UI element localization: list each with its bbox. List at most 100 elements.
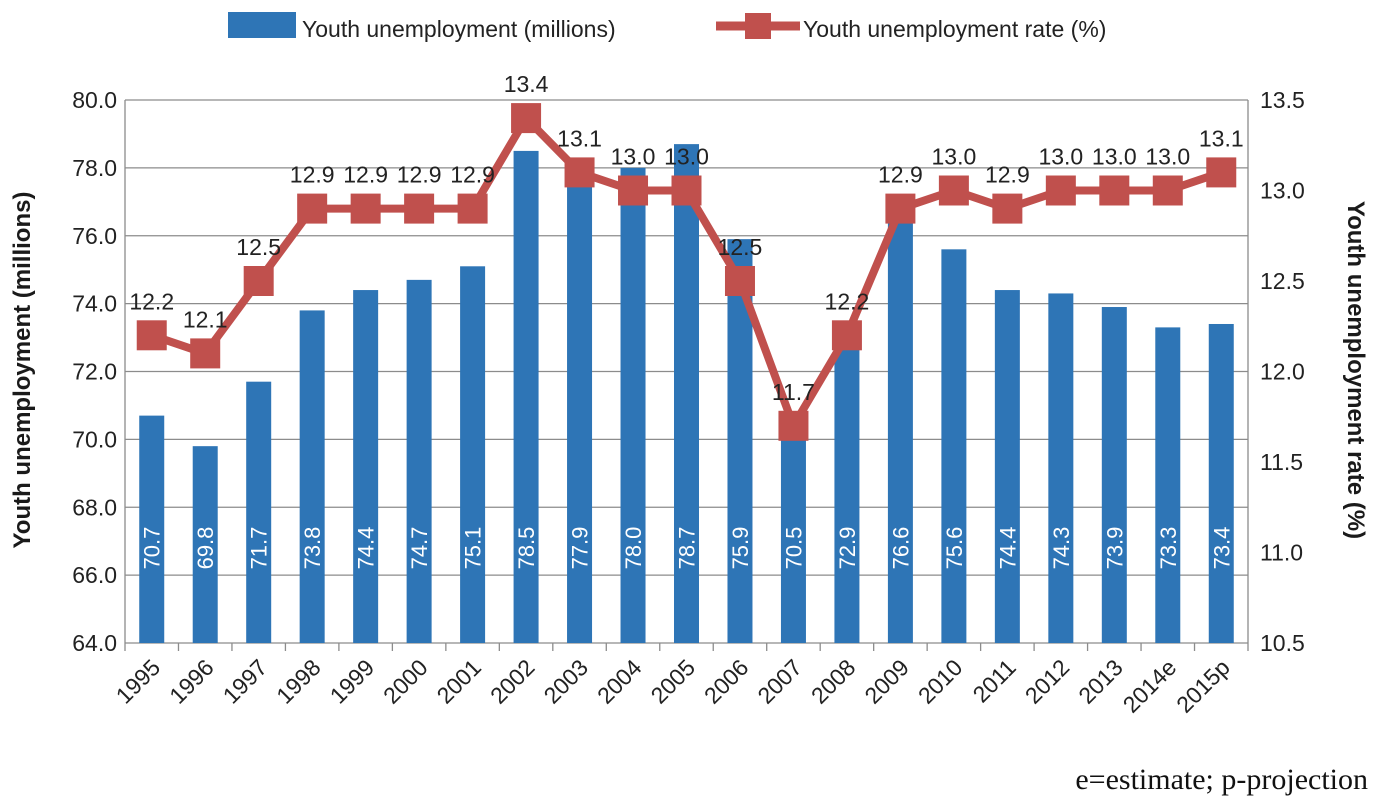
y-tick-label: 76.0 [72, 223, 117, 249]
bar-data-label: 70.5 [781, 527, 806, 570]
rate-data-label: 12.9 [397, 162, 442, 188]
legend-bar-swatch [228, 12, 296, 38]
y-tick-label: 74.0 [72, 291, 117, 317]
bar-data-label: 77.9 [568, 527, 593, 570]
rate-marker [885, 193, 916, 224]
x-tick-label: 2011 [968, 654, 1021, 707]
bar [1101, 307, 1127, 643]
y2-tick-label: 10.5 [1260, 630, 1305, 656]
legend: Youth unemployment (millions) Youth unem… [228, 12, 1106, 42]
rate-marker [724, 266, 755, 296]
bar [941, 249, 967, 643]
bar [460, 266, 486, 643]
bars [139, 144, 1234, 644]
x-tick-label: 1997 [218, 654, 273, 709]
rate-data-label: 13.0 [1145, 144, 1190, 170]
rate-line [136, 103, 1237, 441]
bar [620, 167, 646, 643]
rate-data-label: 12.9 [290, 162, 335, 188]
rate-data-label: 13.4 [504, 71, 549, 97]
bar-data-label: 75.1 [461, 527, 486, 570]
rate-marker [671, 175, 702, 206]
rate-data-label: 12.5 [236, 234, 281, 260]
y2-tick-label: 11.5 [1260, 449, 1303, 475]
bar-data-label: 73.8 [300, 527, 325, 570]
bar [567, 171, 593, 644]
rate-data-label: 12.1 [183, 306, 228, 332]
x-tick-label: 2000 [378, 654, 433, 709]
rate-data-label: 13.0 [1092, 144, 1137, 170]
y-tick-label: 68.0 [72, 494, 117, 520]
bar [353, 290, 379, 643]
rate-data-label: 13.1 [557, 125, 602, 151]
x-axis-ticks: 1995199619971998199920002001200220032004… [111, 654, 1235, 718]
bar [192, 446, 218, 643]
bar-data-label: 74.4 [354, 527, 379, 570]
rate-marker [511, 103, 542, 134]
rate-marker [404, 193, 435, 224]
y-tick-label: 80.0 [72, 87, 117, 113]
bar [780, 422, 806, 643]
rate-data-label: 11.7 [772, 379, 815, 405]
rate-data-label: 12.2 [825, 288, 870, 314]
rate-data-label: 12.9 [343, 162, 388, 188]
y2-axis-ticks: 10.5 11.0 11.5 12.0 12.5 13.0 13.5 [1260, 87, 1305, 656]
bar-data-label: 74.4 [995, 527, 1020, 570]
rate-marker [243, 266, 274, 296]
y-axis-title: Youth unemployment (millions) [9, 192, 36, 549]
y-tick-label: 66.0 [72, 562, 117, 588]
rate-marker [1045, 175, 1076, 206]
y2-axis-title: Youth unemployment rate (%) [1342, 201, 1369, 539]
x-tick-label: 2003 [539, 654, 594, 709]
rate-data-label: 13.0 [931, 144, 976, 170]
x-tick-label: 1995 [111, 654, 166, 709]
rate-marker [618, 175, 649, 206]
bar [994, 290, 1020, 643]
y-tick-label: 72.0 [72, 359, 117, 385]
x-tick-label: 2012 [1020, 654, 1075, 709]
bar-data-label: 73.3 [1156, 527, 1181, 570]
rate-data-label: 13.0 [611, 144, 656, 170]
x-tick-label: 2006 [699, 654, 754, 709]
bar-data-label: 72.9 [835, 527, 860, 570]
rate-data-label: 12.9 [450, 162, 495, 188]
rate-data-label: 13.0 [1038, 144, 1083, 170]
y2-tick-label: 12.5 [1260, 268, 1305, 294]
rate-marker [190, 338, 221, 369]
bar-data-label: 71.7 [247, 527, 272, 570]
x-tick-label: 2008 [806, 654, 861, 709]
bar [513, 150, 539, 643]
rate-marker [350, 193, 381, 224]
x-tick-label: 1998 [271, 654, 326, 709]
rate-marker [938, 175, 969, 206]
legend-bar-label: Youth unemployment (millions) [302, 16, 616, 42]
rate-marker [457, 193, 488, 224]
rate-marker [1152, 175, 1183, 206]
bar [674, 144, 699, 643]
footnote: e=estimate; p-projection [1075, 763, 1368, 796]
rate-marker [1206, 157, 1237, 188]
x-tick-label: 1996 [164, 654, 219, 709]
bar [246, 381, 272, 643]
legend-line-label: Youth unemployment rate (%) [803, 16, 1106, 42]
rate-data-label: 12.9 [985, 162, 1030, 188]
legend-line-marker [745, 13, 771, 39]
bar-data-label: 78.7 [675, 527, 700, 570]
x-tick-label: 2015p [1171, 654, 1235, 718]
y-tick-label: 64.0 [72, 630, 117, 656]
rate-marker [992, 193, 1023, 224]
x-tick-label: 2001 [432, 654, 487, 709]
x-tick-label: 2007 [752, 654, 807, 709]
x-tick-label: 2009 [859, 654, 914, 709]
bar [887, 215, 913, 643]
y2-tick-label: 13.5 [1260, 87, 1305, 113]
bar [1155, 327, 1181, 643]
x-tick-label: 2005 [645, 654, 700, 709]
rate-marker [1099, 175, 1130, 206]
rate-marker [297, 193, 328, 224]
rate-data-label: 13.1 [1199, 125, 1244, 151]
rate-marker [831, 320, 862, 351]
bar [299, 310, 325, 643]
bar-data-label: 78.0 [621, 527, 646, 570]
